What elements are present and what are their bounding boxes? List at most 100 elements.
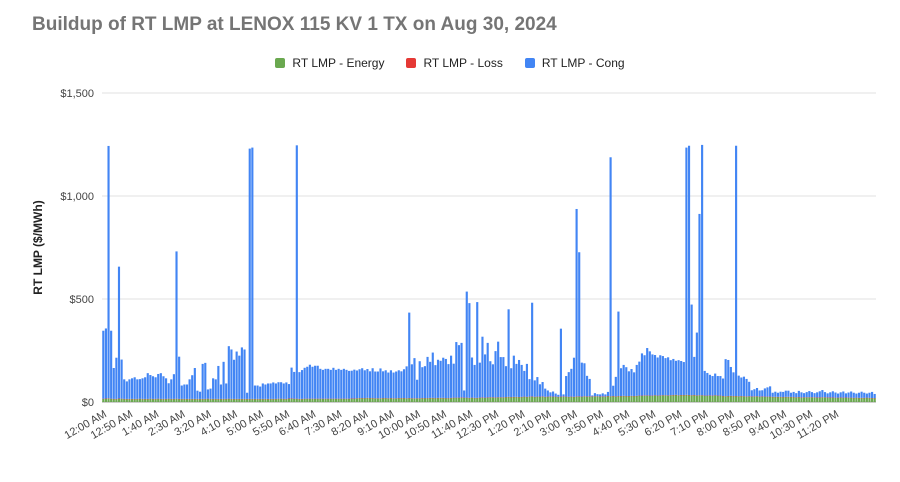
bar-segment	[669, 395, 672, 402]
bar-segment	[196, 390, 199, 399]
legend-item[interactable]: RT LMP - Loss	[406, 56, 503, 70]
bar-segment	[363, 370, 366, 399]
bar-segment	[230, 399, 233, 402]
bar-segment	[256, 385, 259, 399]
bar-segment	[413, 398, 416, 402]
bar-segment	[146, 399, 149, 402]
bar-segment	[816, 397, 819, 402]
bar-segment	[565, 396, 568, 402]
bar-segment	[334, 398, 338, 402]
bar-segment	[837, 393, 840, 398]
bar-segment	[442, 357, 445, 398]
bar-segment	[857, 392, 861, 398]
bar-segment	[609, 396, 612, 402]
bar-segment	[452, 363, 455, 398]
bar-segment	[531, 302, 534, 397]
bar-segment	[546, 390, 549, 397]
bar-segment	[572, 357, 576, 397]
bar-segment	[486, 342, 489, 398]
bar-segment	[379, 368, 382, 399]
bar-segment	[596, 394, 599, 397]
bar-segment	[651, 395, 654, 402]
bar-segment	[860, 391, 863, 398]
bar-segment	[612, 385, 615, 397]
bar-segment	[345, 369, 348, 399]
bar-segment	[672, 395, 675, 402]
bar-segment	[551, 396, 555, 402]
bar-segment	[185, 384, 189, 399]
legend-label: RT LMP - Energy	[292, 56, 385, 70]
bar-segment	[808, 391, 811, 398]
bar-segment	[183, 399, 186, 402]
legend-item[interactable]: RT LMP - Energy	[275, 56, 384, 70]
legend-item[interactable]: RT LMP - Cong	[524, 56, 625, 70]
bar-segment	[591, 396, 594, 402]
bar-segment	[308, 364, 311, 399]
bar-segment	[865, 393, 868, 398]
bar-segment	[115, 357, 118, 399]
bar-segment	[261, 383, 264, 399]
bar-segment	[863, 392, 866, 398]
bar-segment	[164, 378, 168, 399]
bar-segment	[478, 362, 481, 398]
bar-segment	[240, 399, 243, 402]
bar-segment	[188, 379, 191, 399]
bar-segment	[562, 396, 565, 402]
bar-segment	[337, 368, 340, 399]
chart-title: Buildup of RT LMP at LENOX 115 KV 1 TX o…	[32, 14, 557, 35]
bar-segment	[353, 369, 356, 399]
bar-segment	[439, 398, 442, 402]
bar-segment	[724, 359, 727, 397]
bar-segment	[290, 367, 293, 399]
bar-segment	[314, 398, 317, 402]
bar-segment	[617, 311, 620, 397]
bar-segment	[193, 399, 196, 402]
bar-segment	[619, 368, 623, 397]
bar-segment	[384, 398, 387, 402]
bar-segment	[813, 397, 816, 402]
bar-segment	[321, 369, 325, 399]
bar-segment	[559, 328, 562, 397]
bar-segment	[795, 397, 798, 402]
bar-segment	[842, 391, 845, 398]
bar-segment	[528, 379, 531, 397]
bar-segment	[180, 385, 183, 399]
bar-segment	[823, 397, 827, 402]
bar-segment	[510, 368, 513, 398]
bar-segment	[758, 390, 761, 397]
bar-segment	[144, 399, 147, 402]
bar-segment	[721, 396, 725, 402]
bar-segment	[578, 252, 581, 397]
bar-segment	[476, 302, 479, 398]
bar-segment	[248, 399, 251, 402]
bar-segment	[198, 399, 202, 402]
bar-segment	[742, 396, 746, 402]
bar-segment	[635, 364, 638, 396]
bar-segment	[280, 382, 283, 399]
bar-segment	[308, 398, 311, 402]
bar-segment	[144, 377, 147, 399]
bar-segment	[766, 387, 769, 397]
bar-segment	[246, 392, 249, 399]
bar-segment	[863, 398, 866, 402]
bar-segment	[342, 368, 345, 399]
bar-segment	[784, 397, 787, 402]
bar-segment	[816, 392, 819, 398]
bar-segment	[285, 399, 288, 402]
bar-segment	[102, 330, 105, 399]
bar-segment	[716, 395, 719, 402]
bar-segment	[209, 388, 212, 399]
bar-segment	[737, 396, 740, 402]
bar-segment	[565, 376, 568, 397]
bar-segment	[115, 399, 118, 402]
bar-segment	[167, 398, 170, 402]
bar-segment	[264, 399, 267, 402]
bar-segment	[732, 372, 735, 397]
bar-segment	[431, 352, 434, 398]
bar-segment	[264, 384, 267, 399]
bar-segment	[520, 397, 523, 402]
bar-segment	[410, 398, 413, 402]
bar-segment	[761, 396, 764, 402]
bar-segment	[701, 144, 704, 396]
bar-segment	[625, 367, 628, 397]
